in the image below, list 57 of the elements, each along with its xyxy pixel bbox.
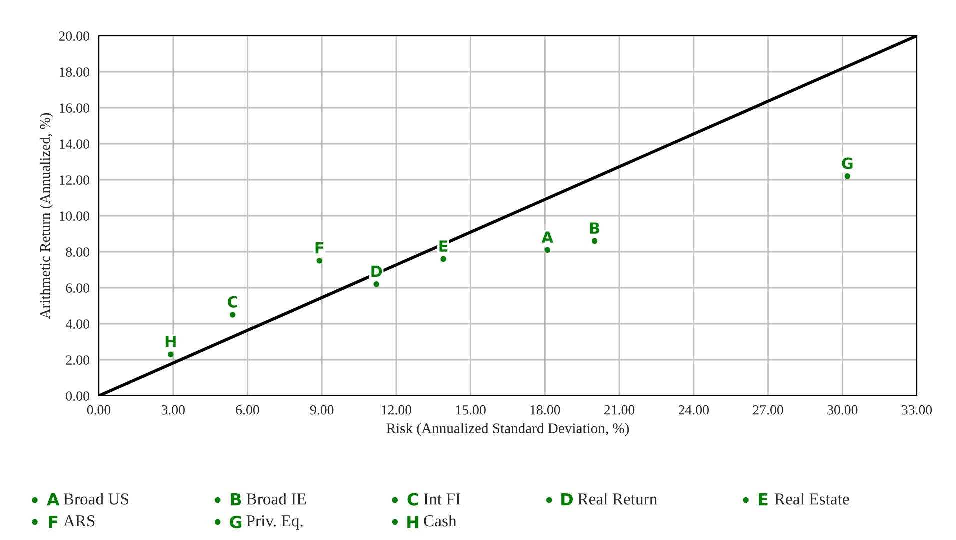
y-tick-label: 0.00 — [66, 392, 90, 402]
x-tick-label: 9.00 — [310, 405, 334, 415]
point — [168, 352, 174, 358]
data-label: G — [842, 158, 853, 170]
y-axis-title: Arithmetic Return (Annualized, %) — [40, 113, 54, 320]
point — [440, 256, 446, 262]
y-tick-label: 18.00 — [60, 68, 90, 78]
text: E — [759, 493, 768, 506]
y-tick-label: 10.00 — [60, 212, 90, 222]
x-tick-label: 21.00 — [604, 405, 635, 415]
text: D — [562, 493, 574, 506]
point — [592, 238, 598, 244]
point — [544, 247, 551, 254]
legend-label: Priv. Eq. — [246, 516, 303, 530]
data-label: H — [166, 336, 176, 348]
data-label: E — [440, 240, 448, 252]
y-tick-label: 12.00 — [60, 176, 90, 186]
data-label: A — [542, 232, 554, 243]
x-tick-label: 6.00 — [236, 405, 260, 415]
point — [230, 312, 236, 318]
x-tick-label: 18.00 — [530, 405, 560, 415]
legend-label: Real Return — [578, 493, 658, 505]
x-tick-label: 27.00 — [753, 405, 784, 415]
legend-label: Broad US — [64, 493, 129, 505]
x-tick-label: 30.00 — [828, 405, 858, 415]
y-tick-label: 8.00 — [66, 248, 90, 258]
text: C — [408, 493, 418, 506]
text: G — [230, 516, 242, 529]
y-tick-label: 16.00 — [60, 104, 90, 114]
x-tick-label: 3.00 — [162, 405, 185, 415]
legend-label: Cash — [424, 514, 457, 527]
x-tick-label: 0.00 — [87, 405, 111, 415]
text: A — [46, 493, 60, 506]
x-axis-title: Risk (Annualized Standard Deviation, %) — [386, 423, 630, 436]
text: B — [231, 493, 242, 506]
point — [844, 174, 850, 180]
data-label: F — [316, 242, 324, 254]
y-tick-label: 20.00 — [59, 32, 90, 42]
point — [374, 282, 380, 288]
data-label: B — [590, 222, 600, 234]
y-tick-label: 2.00 — [66, 356, 90, 366]
data-label: D — [372, 266, 382, 278]
data-label: C — [228, 296, 238, 308]
x-tick-label: 12.00 — [382, 405, 412, 415]
text: F — [49, 516, 58, 528]
y-tick-label: 4.00 — [66, 320, 90, 330]
legend-label: Int FI — [424, 494, 460, 505]
legend-label: Real Estate — [774, 493, 850, 505]
x-tick-label: 15.00 — [456, 405, 486, 415]
y-tick-label: 14.00 — [60, 140, 90, 150]
text: H — [408, 516, 418, 528]
legend-label: Broad IE — [246, 493, 306, 505]
legend-label: ARS — [63, 516, 95, 527]
point — [316, 258, 323, 264]
y-tick-label: 6.00 — [66, 284, 90, 294]
x-tick-label: 33.00 — [902, 405, 932, 415]
x-tick-label: 24.00 — [678, 405, 710, 415]
